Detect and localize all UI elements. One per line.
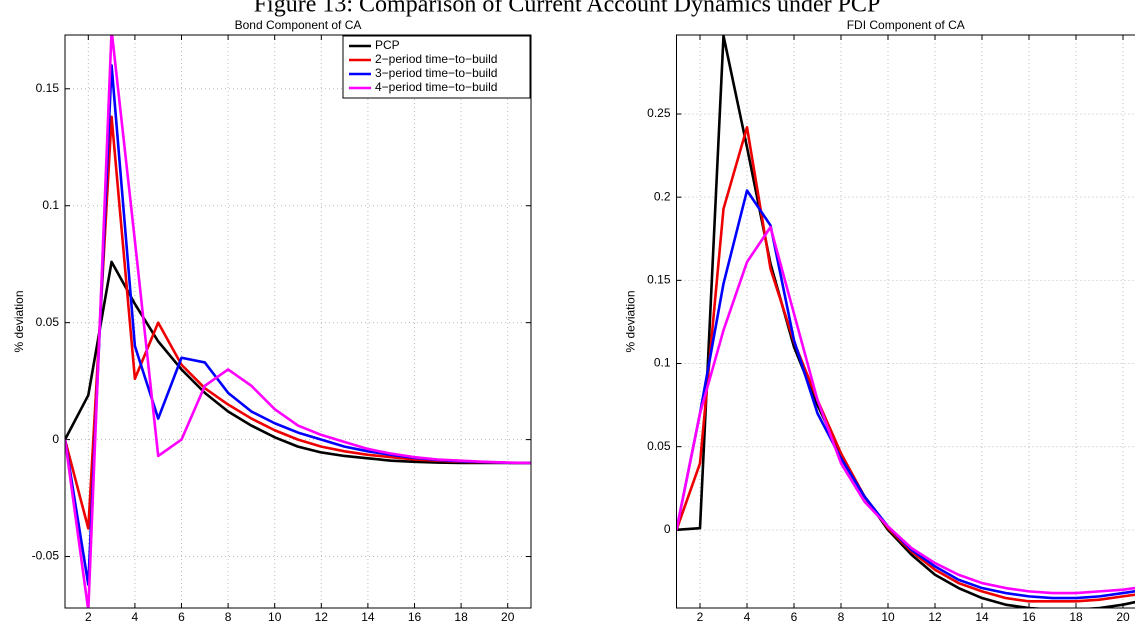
- x-tick-label: 14: [975, 610, 989, 624]
- plot-area: [676, 35, 1135, 608]
- series-line: [676, 126, 1135, 603]
- y-tick-label: 0.1: [42, 198, 59, 212]
- legend-label: 3−period time−to−build: [375, 66, 497, 80]
- series-line: [676, 225, 1135, 595]
- y-tick-label: 0.25: [647, 106, 671, 120]
- x-tick-label: 2: [85, 610, 92, 624]
- series-line: [65, 35, 531, 608]
- y-tick-label: 0.15: [36, 81, 60, 95]
- x-tick-label: 6: [178, 610, 185, 624]
- y-tick-label: 0.2: [654, 189, 671, 203]
- legend-label: PCP: [375, 38, 400, 52]
- y-axis-label: % deviation: [12, 290, 26, 352]
- chart-title: FDI Component of CA: [847, 18, 965, 32]
- x-tick-label: 2: [697, 610, 704, 624]
- y-tick-label: 0.05: [36, 315, 60, 329]
- x-tick-label: 18: [454, 610, 468, 624]
- y-tick-label: 0.15: [647, 273, 671, 287]
- y-axis-label: % deviation: [624, 290, 638, 352]
- x-tick-label: 12: [315, 610, 329, 624]
- plot-background: [65, 35, 531, 608]
- x-tick-label: 12: [928, 610, 942, 624]
- x-tick-label: 16: [1022, 610, 1036, 624]
- y-tick-label: 0: [664, 522, 671, 536]
- x-tick-label: 20: [501, 610, 515, 624]
- x-tick-label: 4: [132, 610, 139, 624]
- y-tick-label: 0: [52, 432, 59, 446]
- x-tick-label: 10: [268, 610, 282, 624]
- x-tick-label: 20: [1116, 610, 1130, 624]
- x-tick-label: 18: [1069, 610, 1083, 624]
- axes-frame: [676, 34, 1135, 609]
- x-tick-label: 8: [225, 610, 232, 624]
- panel: 2 4 6 8 10 12 14 16 18 20 -0.05 0 0.05 0.1 0.15 Bond Co…: [12, 18, 532, 624]
- x-tick-label: 10: [881, 610, 895, 624]
- y-tick-label: -0.05: [32, 549, 60, 563]
- x-tick-label: 8: [838, 610, 845, 624]
- legend-label: 4−period time−to−build: [375, 80, 497, 94]
- x-tick-label: 6: [791, 610, 798, 624]
- x-tick-label: 14: [361, 610, 375, 624]
- y-tick-label: 0.1: [654, 356, 671, 370]
- panel: 2 4 6 8 10 12 14 16 18 20 0 0.05 0.1 0.15 0.2 0.25 FDI C…: [624, 18, 1135, 624]
- series-line: [676, 35, 1135, 608]
- figure-title: Figure 13: Comparison of Current Account…: [254, 0, 881, 18]
- x-tick-label: 4: [744, 610, 751, 624]
- chart-title: Bond Component of CA: [235, 18, 362, 32]
- plot-background: [676, 35, 1135, 608]
- legend-box: [342, 35, 531, 99]
- axes-frame: [64, 34, 532, 609]
- plot-area: [65, 35, 531, 608]
- legend-label: 2−period time−to−build: [375, 52, 497, 66]
- series-line: [676, 189, 1135, 600]
- x-tick-label: 16: [408, 610, 422, 624]
- y-tick-label: 0.05: [647, 439, 671, 453]
